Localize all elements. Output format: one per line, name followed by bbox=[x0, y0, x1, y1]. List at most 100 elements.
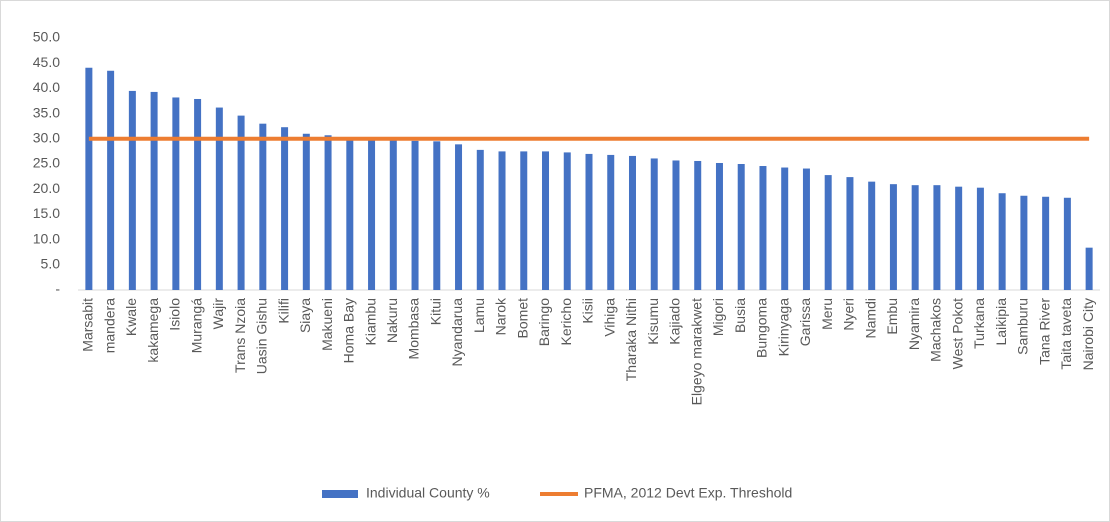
bar bbox=[1063, 197, 1071, 290]
x-tick-label: Siaya bbox=[297, 298, 313, 333]
x-tick-label: Namdi bbox=[862, 298, 878, 338]
legend-label: PFMA, 2012 Devt Exp. Threshold bbox=[584, 485, 792, 501]
bar bbox=[368, 139, 376, 290]
bar bbox=[215, 107, 223, 290]
x-tick-label: Isiolo bbox=[167, 298, 183, 331]
bar bbox=[259, 123, 267, 291]
bar bbox=[128, 90, 136, 290]
x-tick-label: Kirinyaga bbox=[775, 298, 791, 357]
bar bbox=[563, 152, 571, 290]
bar bbox=[868, 181, 876, 290]
x-tick-label: West Pokot bbox=[949, 298, 965, 369]
bar bbox=[1020, 195, 1028, 290]
x-tick-label: Nakuru bbox=[384, 298, 400, 343]
y-tick-label: 35.0 bbox=[33, 104, 60, 120]
y-tick-label: 40.0 bbox=[33, 79, 60, 95]
x-tick-label: Samburu bbox=[1015, 298, 1031, 355]
x-tick-label: Tharaka Nithi bbox=[623, 298, 639, 381]
x-tick-label: Nyeri bbox=[841, 298, 857, 331]
bar bbox=[172, 97, 180, 290]
x-tick-label: Wajir bbox=[210, 298, 226, 330]
bar bbox=[389, 139, 397, 290]
bar bbox=[194, 98, 202, 290]
bar bbox=[759, 166, 767, 290]
bar bbox=[455, 144, 463, 290]
bar bbox=[911, 185, 919, 290]
bar bbox=[889, 184, 897, 290]
x-tick-label: Uasin Gishu bbox=[254, 298, 270, 374]
x-tick-label: Marsabit bbox=[80, 298, 96, 352]
x-tick-label: Kitui bbox=[427, 298, 443, 325]
bar bbox=[324, 135, 332, 290]
y-tick-label: 20.0 bbox=[33, 180, 60, 196]
bar bbox=[672, 160, 680, 290]
x-tick-label: Kiambu bbox=[362, 298, 378, 345]
x-tick-label: Bomet bbox=[514, 298, 530, 339]
bar bbox=[737, 164, 745, 290]
x-tick-label: Baringo bbox=[536, 298, 552, 346]
bar bbox=[955, 186, 963, 290]
bar bbox=[585, 153, 593, 290]
bar bbox=[998, 193, 1006, 290]
x-tick-label: Kisumu bbox=[645, 298, 661, 345]
bar bbox=[520, 151, 528, 290]
bar bbox=[346, 138, 354, 290]
y-tick-label: 30.0 bbox=[33, 130, 60, 146]
legend-swatch bbox=[322, 490, 358, 498]
bar bbox=[498, 151, 506, 290]
x-tick-label: Meru bbox=[819, 298, 835, 330]
x-tick-label: Nyandarua bbox=[449, 298, 465, 367]
x-tick-label: Taita taveta bbox=[1058, 298, 1074, 370]
bar bbox=[846, 177, 854, 290]
bar bbox=[476, 149, 484, 290]
x-tick-label: Homa Bay bbox=[341, 298, 357, 363]
x-tick-label: Lamu bbox=[471, 298, 487, 333]
bar bbox=[933, 185, 941, 290]
bar bbox=[433, 141, 441, 290]
x-tick-label: Elgeyo marakwet bbox=[688, 298, 704, 405]
x-tick-label: Trans Nzoia bbox=[232, 298, 248, 373]
x-tick-label: Garissa bbox=[797, 298, 813, 346]
x-tick-label: Laikipia bbox=[993, 298, 1009, 346]
x-tick-label: Embu bbox=[884, 298, 900, 335]
bar bbox=[542, 151, 550, 290]
x-tick-label: Mombasa bbox=[406, 298, 422, 360]
y-tick-label: 15.0 bbox=[33, 205, 60, 221]
bar bbox=[781, 167, 789, 290]
x-tick-label: Turkana bbox=[971, 298, 987, 349]
x-tick-label: Machakos bbox=[928, 298, 944, 362]
bar bbox=[715, 162, 723, 290]
x-tick-label: Makueni bbox=[319, 298, 335, 351]
x-tick-label: Kilifi bbox=[275, 298, 291, 324]
y-tick-label: 5.0 bbox=[41, 256, 61, 272]
bar bbox=[694, 160, 702, 290]
bar bbox=[1042, 196, 1050, 290]
bar bbox=[281, 127, 289, 290]
bar bbox=[302, 133, 310, 290]
x-tick-label: Tana River bbox=[1036, 298, 1052, 365]
x-tick-label: mandera bbox=[101, 298, 117, 353]
bar bbox=[802, 168, 810, 290]
bar bbox=[237, 115, 245, 290]
legend-label: Individual County % bbox=[366, 485, 490, 501]
bar bbox=[976, 187, 984, 290]
bar bbox=[411, 140, 419, 290]
bar bbox=[150, 91, 158, 290]
x-tick-label: Kwale bbox=[123, 298, 139, 336]
bar bbox=[824, 175, 832, 290]
y-tick-label: - bbox=[55, 281, 60, 297]
x-tick-label: Kisii bbox=[580, 298, 596, 324]
bar bbox=[650, 158, 658, 290]
x-tick-label: Nyamira bbox=[906, 298, 922, 350]
bar bbox=[85, 67, 93, 291]
bar bbox=[628, 155, 636, 290]
x-tick-label: Vihiga bbox=[601, 298, 617, 337]
bar bbox=[107, 70, 115, 290]
x-tick-label: Kericho bbox=[558, 298, 574, 346]
x-tick-label: Nairobi City bbox=[1080, 298, 1096, 370]
x-tick-label: Migori bbox=[710, 298, 726, 336]
x-tick-label: Busia bbox=[732, 298, 748, 333]
y-tick-label: 10.0 bbox=[33, 230, 60, 246]
